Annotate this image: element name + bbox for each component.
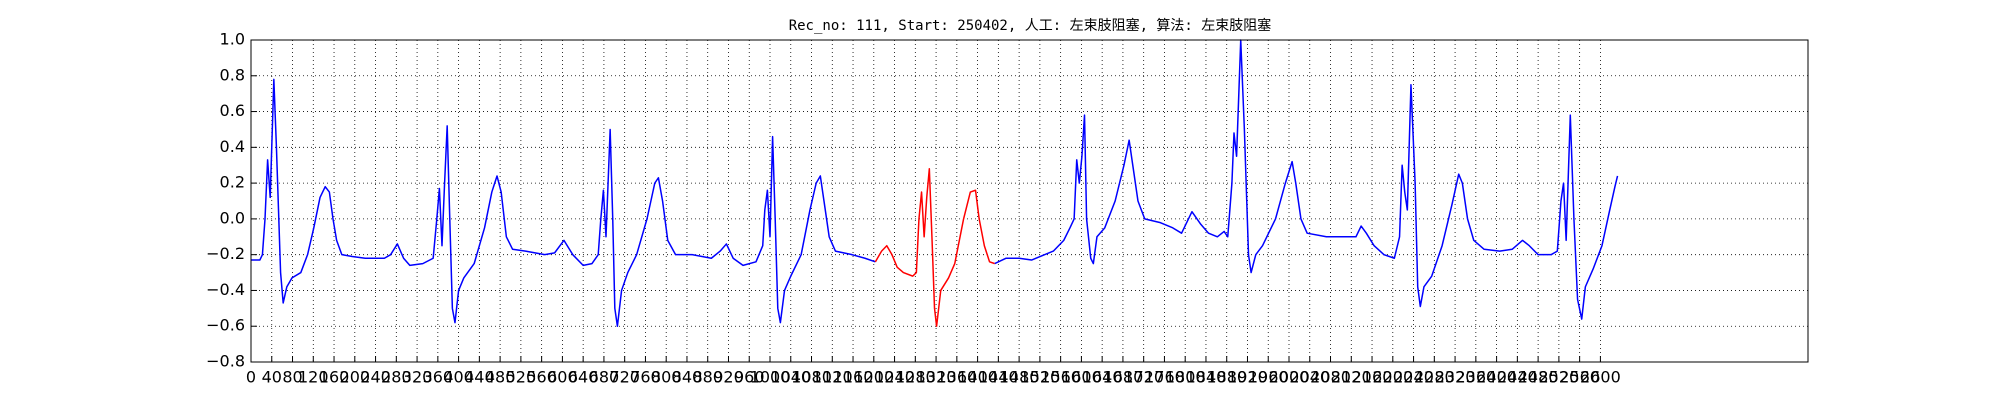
x-tick-label: 120: [298, 368, 329, 387]
x-tick-label: 360: [423, 368, 454, 387]
x-tick-label: 1080: [791, 368, 832, 387]
y-tick-label: 0.2: [220, 173, 245, 192]
x-tick-label: 1120: [812, 368, 853, 387]
x-tick-label: 2520: [1539, 368, 1580, 387]
x-tick-label: 960: [734, 368, 765, 387]
x-tick-label: 2560: [1559, 368, 1600, 387]
x-tick-label: 1520: [1020, 368, 1061, 387]
x-tick-label: 720: [609, 368, 640, 387]
x-tick-label: 2600: [1580, 368, 1621, 387]
x-tick-label: 80: [282, 368, 302, 387]
y-tick-label: 1.0: [220, 30, 245, 49]
y-tick-label: −0.4: [206, 280, 245, 299]
x-tick-label: 40: [262, 368, 282, 387]
x-tick-label: 840: [672, 368, 703, 387]
x-tick-label: 1880: [1206, 368, 1247, 387]
x-tick-label: 1240: [874, 368, 915, 387]
x-tick-label: 160: [319, 368, 350, 387]
x-tick-label: 2480: [1518, 368, 1559, 387]
x-tick-label: 1680: [1103, 368, 1144, 387]
x-tick-label: 440: [464, 368, 495, 387]
x-tick-label: 1560: [1040, 368, 1081, 387]
y-tick-label: −0.2: [206, 244, 245, 263]
x-tick-label: 1600: [1061, 368, 1102, 387]
y-tick-label: 0.4: [220, 137, 245, 156]
x-tick-label: 2040: [1289, 368, 1330, 387]
x-tick-label: 200: [340, 368, 371, 387]
y-tick-label: 0.6: [220, 101, 245, 120]
x-tick-label: 2240: [1393, 368, 1434, 387]
x-tick-label: 1800: [1165, 368, 1206, 387]
x-tick-label: 400: [443, 368, 474, 387]
x-tick-label: 1440: [978, 368, 1019, 387]
signal-line: [874, 168, 995, 327]
x-tick-label: 1760: [1144, 368, 1185, 387]
x-tick-label: 920: [713, 368, 744, 387]
x-tick-label: 2080: [1310, 368, 1351, 387]
x-tick-label: 2360: [1455, 368, 1496, 387]
x-tick-label: 1400: [957, 368, 998, 387]
x-tick-label: 480: [485, 368, 516, 387]
x-tick-label: 1360: [936, 368, 977, 387]
x-tick-label: 240: [360, 368, 391, 387]
x-tick-label: 2440: [1497, 368, 1538, 387]
x-tick-label: 0: [246, 368, 256, 387]
x-tick-label: 2280: [1414, 368, 1455, 387]
x-tick-label: 800: [651, 368, 682, 387]
x-tick-label: 1920: [1227, 368, 1268, 387]
x-tick-label: 600: [547, 368, 578, 387]
chart-title: Rec_no: 111, Start: 250402, 人工: 左束肢阻塞, 算…: [789, 17, 1272, 34]
plot-frame: [250, 39, 1809, 363]
x-tick-label: 2120: [1331, 368, 1372, 387]
x-tick-label: 560: [526, 368, 557, 387]
x-tick-label: 1720: [1123, 368, 1164, 387]
x-tick-label: 280: [381, 368, 412, 387]
x-tick-label: 1040: [770, 368, 811, 387]
x-tick-label: 1640: [1082, 368, 1123, 387]
x-tick-label: 520: [506, 368, 537, 387]
y-tick-label: −0.6: [206, 316, 245, 335]
x-tick-label: 2160: [1352, 368, 1393, 387]
x-tick-label: 1160: [833, 368, 874, 387]
signal-line: [251, 78, 876, 327]
x-tick-label: 1200: [853, 368, 894, 387]
x-tick-label: 1480: [999, 368, 1040, 387]
x-tick-label: 680: [589, 368, 620, 387]
x-tick-label: 1840: [1186, 368, 1227, 387]
x-tick-label: 1000: [750, 368, 791, 387]
x-tick-label: 1280: [895, 368, 936, 387]
signal-line: [994, 39, 1619, 320]
x-tick-label: 880: [692, 368, 723, 387]
x-tick-label: 320: [402, 368, 433, 387]
x-tick-label: 1960: [1248, 368, 1289, 387]
x-tick-label: 1320: [916, 368, 957, 387]
x-tick-label: 2200: [1372, 368, 1413, 387]
x-tick-label: 2400: [1476, 368, 1517, 387]
y-tick-label: −0.8: [206, 352, 245, 371]
x-tick-label: 2320: [1435, 368, 1476, 387]
x-tick-label: 760: [630, 368, 661, 387]
y-tick-label: 0.0: [220, 208, 245, 227]
x-tick-label: 2000: [1269, 368, 1310, 387]
y-tick-label: 0.8: [220, 65, 245, 84]
x-tick-label: 640: [568, 368, 599, 387]
